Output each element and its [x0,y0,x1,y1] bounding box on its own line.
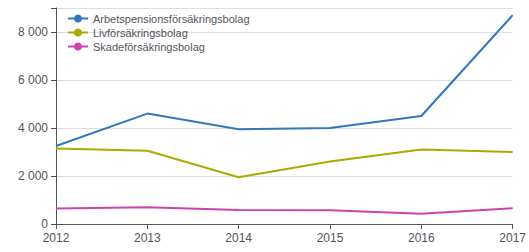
svg-text:2 000: 2 000 [18,169,48,183]
svg-text:8 000: 8 000 [18,25,48,39]
svg-text:2013: 2013 [134,231,161,245]
svg-text:2016: 2016 [408,231,435,245]
svg-text:Livförsäkringsbolag: Livförsäkringsbolag [93,27,188,39]
svg-text:2012: 2012 [43,231,70,245]
svg-text:Arbetspensionsförsäkringsbolag: Arbetspensionsförsäkringsbolag [93,13,250,25]
svg-text:2014: 2014 [225,231,252,245]
svg-text:4 000: 4 000 [18,121,48,135]
svg-text:0: 0 [41,217,48,231]
svg-text:Skadeförsäkringsbolag: Skadeförsäkringsbolag [93,41,205,53]
svg-text:2015: 2015 [317,231,344,245]
svg-text:6 000: 6 000 [18,73,48,87]
svg-text:2017: 2017 [499,231,526,245]
